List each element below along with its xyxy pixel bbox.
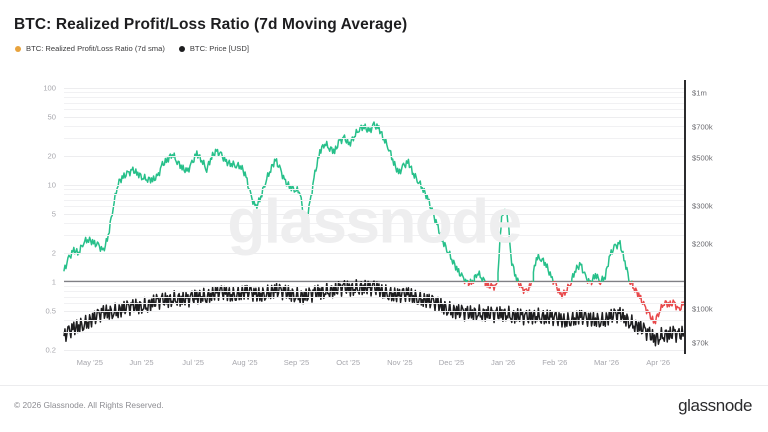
gridline [64,97,684,99]
y-axis-left-labels: 100 50 20 10 5 2 1 0.5 0.2 [0,80,56,354]
x-axis-tick: Apr '26 [646,358,671,367]
gridline [64,286,684,288]
gridline [64,310,684,312]
ratio-line-profit [591,272,601,283]
x-axis-tick: Aug '25 [232,358,258,367]
ratio-line-profit [497,208,518,283]
gridline [64,303,684,305]
gridline [64,102,684,104]
y-axis-right-line [684,80,686,354]
brand-logo: glassnode [678,396,752,415]
gridline [64,252,684,254]
x-axis-tick: Mar '26 [593,358,620,367]
y-axis-left-tick: 1 [51,277,56,287]
x-axis-tick: Sep '25 [283,358,310,367]
ratio-line-profit [571,261,589,283]
y-axis-right-tick: $100k [692,304,713,314]
x-axis-tick: Jan '26 [491,358,516,367]
gridlines [64,80,684,354]
ratio-line-loss [484,280,499,291]
x-axis-labels: May '25 Jun '25 Jul '25 Aug '25 Sep '25 Oct '… [64,358,684,372]
plot-area: glassnode [63,80,685,354]
legend-label-ratio: BTC: Realized Profit/Loss Ratio (7d sma) [26,44,165,53]
y-axis-left-tick: 0.2 [45,345,56,355]
ratio-line-loss [629,280,633,286]
y-axis-left-tick: 100 [43,83,56,93]
gridline [64,213,684,215]
gridline [64,155,684,157]
ratio-line-profit [469,278,473,283]
legend-dot-icon [15,45,21,52]
x-axis-tick: Feb '26 [542,358,568,367]
gridline [64,109,684,111]
y-axis-left-tick: 2 [51,248,56,258]
y-axis-left-tick: 10 [47,180,56,190]
price-line [63,279,685,347]
page-title: BTC: Realized Profit/Loss Ratio (7d Movi… [14,16,408,33]
x-axis-tick: Dec '25 [438,358,465,367]
ratio-line-profit [532,253,554,283]
gridline [64,189,684,191]
y-axis-left-tick: 5 [51,209,56,219]
ratio-line-profit [63,121,466,283]
chart-legend: BTC: Realized Profit/Loss Ratio (7d sma)… [15,44,249,53]
gridline [64,87,684,89]
y-axis-right-labels: $1m $700k $500k $300k $200k $100k $70k [692,80,762,354]
gridline [64,320,684,322]
ratio-line-profit [516,277,520,283]
legend-item-price[interactable]: BTC: Price [USD] [178,44,249,53]
gridline [64,291,684,293]
copyright-text: © 2026 Glassnode. All Rights Reserved. [14,400,164,410]
ratio-line-profit [587,277,591,283]
y-axis-left-tick: 0.5 [45,306,56,316]
y-axis-right-tick: $1m [692,88,707,98]
y-axis-right-tick: $200k [692,239,713,249]
gridline [64,199,684,201]
y-axis-right-tick: $500k [692,153,713,163]
ratio-line-profit [473,270,486,283]
gridline [64,281,684,283]
gridline [64,184,684,186]
x-axis-tick: May '25 [76,358,104,367]
gridline [64,126,684,128]
y-axis-left-tick: 50 [47,112,56,122]
x-axis-tick: Nov '25 [387,358,413,367]
y-axis-right-tick: $70k [692,338,709,348]
y-axis-right-tick: $700k [692,122,713,132]
ratio-line-profit [464,278,470,283]
gridline [64,194,684,196]
gridline [64,138,684,140]
gridline [64,223,684,225]
gridline [64,332,684,334]
gridline [64,235,684,237]
x-axis-tick: Jun '25 [129,358,154,367]
ratio-line-loss [467,280,472,287]
footer-divider [0,385,768,386]
x-axis-tick: Jul '25 [182,358,205,367]
y-axis-right-tick: $300k [692,201,713,211]
ratio-line-profit [600,239,631,283]
legend-label-price: BTC: Price [USD] [189,44,249,53]
legend-item-ratio[interactable]: BTC: Realized Profit/Loss Ratio (7d sma) [15,44,165,53]
gridline [64,349,684,351]
gridline [64,206,684,208]
y-axis-left-tick: 20 [47,151,56,160]
gridline [64,92,684,94]
gridline [64,296,684,298]
legend-dot-icon [178,45,185,52]
gridline [64,116,684,118]
x-axis-tick: Oct '25 [336,358,361,367]
